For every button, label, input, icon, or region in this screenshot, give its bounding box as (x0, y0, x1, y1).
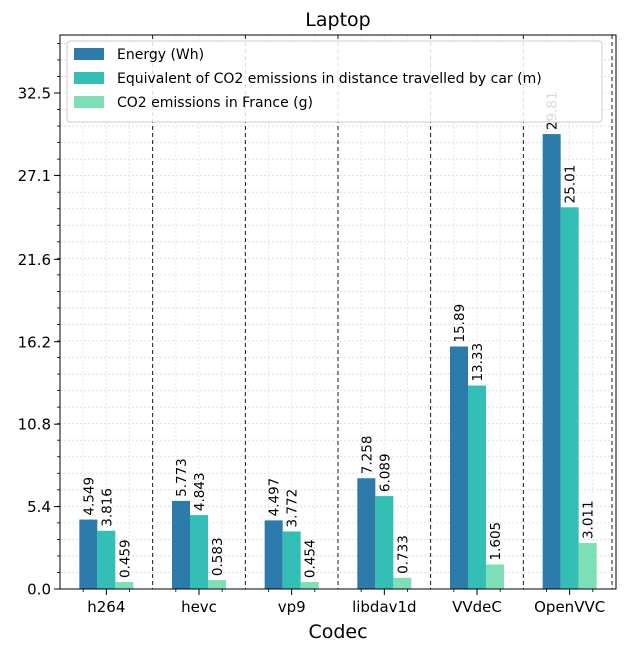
bar-hevc-series-3 (208, 580, 226, 589)
x-tick-label: OpenVVC (534, 598, 605, 616)
bar-libdav1d-series-2 (375, 496, 394, 589)
legend-swatch (74, 72, 104, 84)
legend-frame (66, 40, 603, 123)
bar-VVdeC-series-1 (450, 346, 468, 589)
data-label: 13.33 (470, 343, 486, 382)
category-separators (152, 35, 613, 589)
bars (79, 134, 597, 590)
data-label: 1.605 (488, 522, 504, 561)
data-label: 0.733 (395, 535, 411, 574)
data-label: 25.01 (563, 165, 579, 204)
y-axis: 0.0 5.4 10.8 16.2 21.6 27.1 32.5 (18, 42, 60, 599)
chart-title: Laptop (305, 9, 370, 31)
bar-hevc-series-1 (172, 500, 190, 589)
x-axis-title: Codec (308, 621, 367, 643)
x-tick-label: vp9 (278, 598, 306, 616)
bar-VVdeC-series-2 (468, 385, 486, 589)
legend-entry: CO2 emissions in France (g) (117, 95, 313, 111)
data-labels: 4.5495.7734.4977.25815.8929.813.8164.843… (81, 91, 596, 578)
y-tick-label: 16.2 (18, 333, 51, 351)
legend-entry: Energy (Wh) (117, 47, 204, 63)
legend-swatch (74, 96, 104, 108)
data-label: 0.454 (303, 539, 319, 578)
bar-hevc-series-2 (190, 515, 208, 589)
x-tick-label: libdav1d (352, 598, 417, 616)
legend-swatch (74, 48, 104, 60)
data-label: 3.011 (581, 500, 597, 539)
legend-entry: Equivalent of CO2 emissions in distance … (117, 71, 542, 87)
bar-OpenVVC-series-1 (542, 134, 561, 590)
y-tick-label: 10.8 (18, 416, 51, 434)
bar-h264-series-1 (79, 519, 98, 589)
data-label: 0.583 (210, 537, 226, 576)
bar-vp9-series-1 (264, 520, 283, 589)
data-label: 7.258 (359, 436, 375, 475)
data-label: 3.772 (285, 489, 301, 528)
y-tick-label: 21.6 (18, 251, 51, 269)
data-label: 5.773 (174, 458, 190, 497)
bar-h264-series-2 (97, 530, 116, 589)
bar-OpenVVC-series-2 (560, 207, 579, 589)
data-label: 6.089 (377, 453, 393, 492)
bar-vp9-series-2 (282, 531, 301, 589)
bar-h264-series-3 (115, 581, 134, 589)
y-tick-label: 0.0 (27, 581, 51, 599)
y-tick-label: 32.5 (18, 84, 51, 102)
data-label: 4.843 (192, 472, 208, 511)
y-tick-label: 5.4 (27, 498, 51, 516)
data-label: 15.89 (452, 304, 468, 343)
x-axis: h264 hevc vp9 libdav1d VVdeC OpenVVC (82, 589, 605, 616)
bar-libdav1d-series-3 (393, 577, 412, 589)
plot-frame (59, 34, 617, 590)
data-label: 3.816 (99, 488, 115, 527)
data-label: 4.497 (267, 478, 283, 517)
legend: Energy (Wh) Equivalent of CO2 emissions i… (66, 40, 603, 123)
data-label: 4.549 (81, 477, 97, 516)
y-tick-label: 27.1 (18, 167, 51, 185)
x-tick-label: hevc (181, 598, 217, 616)
bar-OpenVVC-series-3 (578, 543, 597, 589)
bar-VVdeC-series-3 (486, 564, 504, 589)
x-tick-label: h264 (87, 598, 125, 616)
x-tick-label: VVdeC (452, 598, 502, 616)
data-label: 0.459 (117, 539, 133, 578)
bar-libdav1d-series-1 (357, 478, 376, 589)
bar-vp9-series-3 (300, 582, 319, 589)
